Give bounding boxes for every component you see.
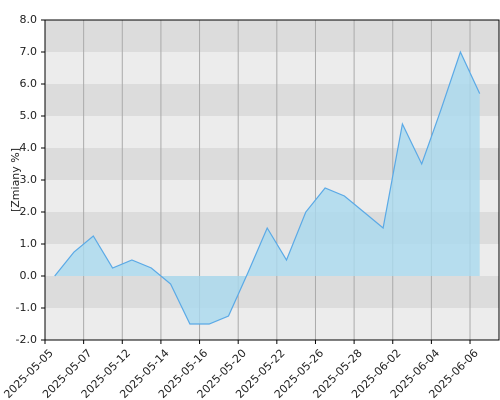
y-tick-label: 8.0 — [20, 13, 38, 26]
band — [45, 52, 499, 84]
plot-frame — [44, 19, 500, 341]
y-tick-label: 2.0 — [20, 205, 38, 218]
y-tick-label: -1.0 — [16, 301, 37, 314]
y-tick-label: 7.0 — [20, 45, 38, 58]
band — [45, 276, 499, 308]
area — [54, 52, 480, 324]
y-tick-label: 5.0 — [20, 109, 38, 122]
y-tick-label: 4.0 — [20, 141, 38, 154]
band — [45, 308, 499, 340]
band — [45, 84, 499, 116]
y-tick-label: 6.0 — [20, 77, 38, 90]
line — [54, 50, 481, 325]
y-axis-label: [Zmiany %] — [9, 148, 22, 212]
band — [45, 116, 499, 148]
y-tick-label: 0.0 — [20, 269, 38, 282]
y-tick-label: -2.0 — [16, 333, 37, 346]
band — [45, 20, 499, 52]
y-tick-label: 3.0 — [20, 173, 38, 186]
y-tick-label: 1.0 — [20, 237, 38, 250]
